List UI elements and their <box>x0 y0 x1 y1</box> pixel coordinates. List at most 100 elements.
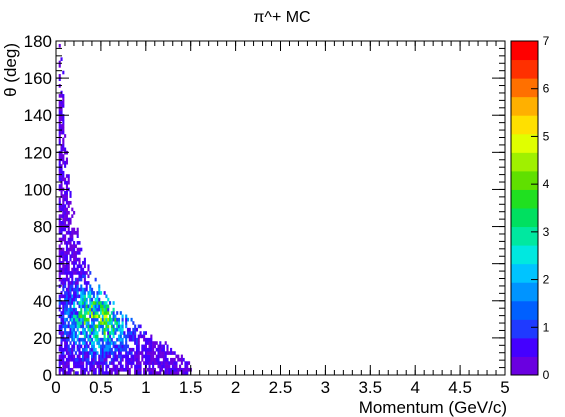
histogram-cell <box>65 180 68 185</box>
histogram-cell <box>155 361 158 365</box>
histogram-cell <box>73 347 76 352</box>
histogram-cell <box>62 120 65 125</box>
histogram-cell <box>62 371 65 375</box>
histogram-cell <box>126 354 130 359</box>
histogram-cell <box>73 267 76 272</box>
histogram-cell <box>153 351 156 355</box>
histogram-cell <box>76 321 79 325</box>
histogram-cell <box>103 361 106 365</box>
histogram-cell <box>161 354 164 359</box>
histogram-cell <box>62 237 65 242</box>
histogram-cell <box>58 134 61 138</box>
histogram-cell <box>64 264 67 269</box>
histogram-cell <box>83 317 86 322</box>
histogram-cell <box>83 344 86 349</box>
histogram-cell <box>92 331 95 335</box>
x-tick-label: 4 <box>410 378 419 397</box>
histogram-cell <box>67 347 70 352</box>
histogram-cell <box>69 371 72 375</box>
histogram-cell <box>101 337 104 342</box>
histogram-cell <box>76 317 79 322</box>
histogram-cell <box>65 267 68 272</box>
histogram-cell <box>179 357 182 362</box>
histogram-cell <box>67 247 70 252</box>
histogram-cell <box>184 361 187 365</box>
histogram-cell <box>164 361 167 365</box>
histogram-cell <box>80 247 83 252</box>
histogram-cell <box>64 284 67 289</box>
histogram-cell <box>58 327 61 332</box>
histogram-cell <box>64 361 67 365</box>
histogram-cell <box>157 361 160 365</box>
histogram-cell <box>80 371 83 375</box>
histogram-cell <box>107 317 110 322</box>
histogram-cell <box>173 364 176 369</box>
histogram-cell <box>94 304 97 309</box>
histogram-cell <box>69 257 72 262</box>
histogram-cell <box>64 177 67 182</box>
histogram-cell <box>69 367 72 372</box>
histogram-cell <box>92 354 95 359</box>
histogram-cell <box>74 271 77 275</box>
histogram-cell <box>69 194 72 198</box>
histogram-cell <box>65 257 68 262</box>
histogram-cell <box>65 261 68 265</box>
histogram-cell <box>74 351 77 355</box>
histogram-cell <box>148 354 151 359</box>
histogram-cell <box>71 251 74 255</box>
histogram-cell <box>146 361 149 365</box>
histogram-cell <box>101 311 104 315</box>
histogram-cell <box>58 257 61 262</box>
histogram-cell <box>159 367 162 372</box>
histogram-cell <box>137 347 140 352</box>
histogram-cell <box>186 364 189 369</box>
histogram-cell <box>60 167 63 172</box>
histogram-cell <box>121 357 124 362</box>
histogram-cell <box>173 351 176 355</box>
histogram-cell <box>141 347 144 352</box>
histogram-cell <box>117 324 121 329</box>
histogram-cell <box>168 371 171 375</box>
histogram-cell <box>108 317 112 322</box>
histogram-cell <box>82 337 85 342</box>
histogram-cell <box>153 361 156 365</box>
histogram-cell <box>64 331 67 335</box>
histogram-cell <box>67 291 70 295</box>
histogram-cell <box>83 274 86 279</box>
histogram-cell <box>92 304 95 309</box>
histogram-cell <box>175 361 178 365</box>
histogram-cell <box>62 194 65 198</box>
histogram-cell <box>65 274 68 279</box>
histogram-cell <box>121 354 124 359</box>
histogram-cell <box>76 301 79 305</box>
histogram-cell <box>80 297 83 302</box>
histogram-cell <box>85 364 88 369</box>
histogram-cell <box>150 344 153 349</box>
histogram-cell <box>130 364 133 369</box>
histogram-cell <box>179 367 182 372</box>
histogram-cell <box>98 284 101 289</box>
histogram-cell <box>166 371 169 375</box>
histogram-cell <box>143 367 146 372</box>
histogram-cell <box>96 311 99 315</box>
histogram-cell <box>85 351 88 355</box>
histogram-cell <box>117 334 121 339</box>
histogram-cell <box>64 307 67 312</box>
histogram-cell <box>128 334 131 339</box>
color-scale-band <box>511 208 538 228</box>
histogram-cell <box>76 257 79 262</box>
histogram-cell <box>65 337 68 342</box>
histogram-cell <box>73 341 76 345</box>
histogram-cell <box>69 247 72 252</box>
y-tick-label: 120 <box>24 143 52 162</box>
histogram-cell <box>71 274 74 279</box>
histogram-cell <box>71 234 74 238</box>
histogram-cell <box>85 367 88 372</box>
histogram-cell <box>62 157 65 162</box>
histogram-cell <box>126 351 130 355</box>
histogram-cell <box>67 251 70 255</box>
histogram-cell <box>69 324 72 329</box>
histogram-cell <box>58 207 61 212</box>
histogram-cell <box>108 361 112 365</box>
histogram-cell <box>103 371 106 375</box>
